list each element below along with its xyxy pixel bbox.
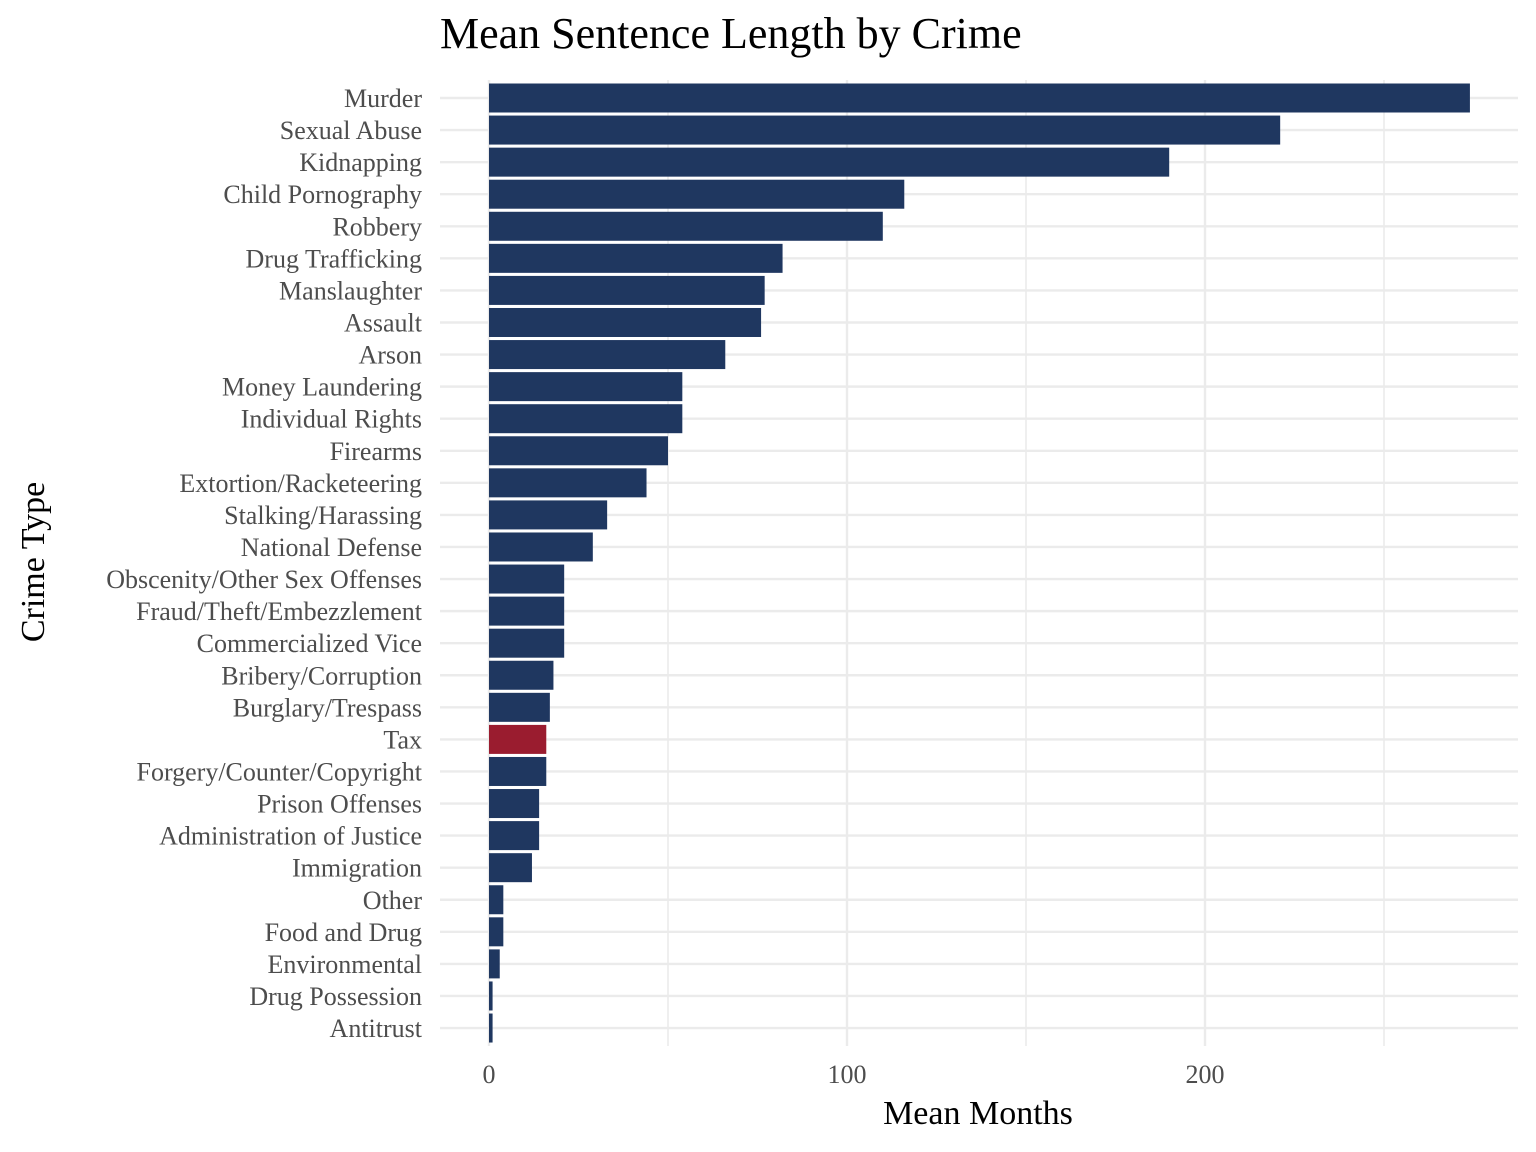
y-tick-label: Money Laundering xyxy=(222,373,422,402)
x-tick-label: 100 xyxy=(828,1060,867,1089)
bar xyxy=(489,243,783,273)
y-tick-label: Stalking/Harassing xyxy=(224,501,422,530)
y-tick-label: Individual Rights xyxy=(241,405,422,434)
bar xyxy=(489,532,593,562)
y-tick-labels: Murder Sexual Abuse Kidnapping Child Pornog… xyxy=(106,84,423,1043)
bar xyxy=(489,853,532,883)
bar xyxy=(489,83,1470,113)
bar xyxy=(489,404,683,434)
y-tick-label: Commercialized Vice xyxy=(197,629,422,658)
bar xyxy=(489,564,565,594)
bar xyxy=(489,372,683,402)
bar xyxy=(489,468,647,498)
y-axis-title: Crime Type xyxy=(15,482,52,642)
bar xyxy=(489,949,500,979)
y-tick-label: Manslaughter xyxy=(279,276,422,305)
bar xyxy=(489,756,547,786)
y-tick-label: Environmental xyxy=(267,950,422,979)
y-tick-label: Drug Trafficking xyxy=(246,244,422,273)
bar xyxy=(489,692,550,722)
y-tick-label: Tax xyxy=(383,725,422,754)
bar xyxy=(489,500,608,530)
bar xyxy=(489,596,565,626)
bar xyxy=(489,724,547,754)
bar xyxy=(489,436,668,466)
y-tick-label: Kidnapping xyxy=(299,148,422,177)
bar xyxy=(489,981,493,1011)
bar xyxy=(489,211,883,241)
y-tick-label: Firearms xyxy=(330,437,422,466)
y-tick-label: Forgery/Counter/Copyright xyxy=(136,757,422,786)
x-axis-title: Mean Months xyxy=(883,1095,1073,1132)
x-tick-label: 200 xyxy=(1186,1060,1225,1089)
bar xyxy=(489,340,726,370)
y-tick-label: Robbery xyxy=(332,212,422,241)
bar xyxy=(489,307,762,337)
y-tick-label: Obscenity/Other Sex Offenses xyxy=(106,565,422,594)
bar xyxy=(489,660,554,690)
y-tick-label: Food and Drug xyxy=(265,918,422,947)
y-tick-label: National Defense xyxy=(241,533,422,562)
y-tick-label: Immigration xyxy=(292,854,422,883)
bar xyxy=(489,789,540,819)
y-tick-label: Other xyxy=(363,886,423,915)
y-tick-label: Drug Possession xyxy=(249,982,422,1011)
y-tick-label: Prison Offenses xyxy=(257,790,422,819)
x-tick-label: 0 xyxy=(483,1060,496,1089)
bar xyxy=(489,885,504,915)
bar xyxy=(489,147,1170,177)
bar xyxy=(489,275,765,305)
bar xyxy=(489,628,565,658)
bar xyxy=(489,917,504,947)
y-tick-label: Child Pornography xyxy=(223,180,422,209)
y-tick-label: Assault xyxy=(344,308,423,337)
bar xyxy=(489,1013,493,1043)
chart-title: Mean Sentence Length by Crime xyxy=(440,9,1022,58)
y-tick-label: Antitrust xyxy=(330,1014,423,1043)
y-tick-label: Burglary/Trespass xyxy=(233,693,422,722)
y-tick-label: Bribery/Corruption xyxy=(221,661,422,690)
y-tick-label: Fraud/Theft/Embezzlement xyxy=(136,597,423,626)
bars xyxy=(489,83,1470,1043)
y-tick-label: Extortion/Racketeering xyxy=(179,469,422,498)
bar xyxy=(489,821,540,851)
y-tick-label: Administration of Justice xyxy=(159,822,422,851)
bar xyxy=(489,179,905,209)
x-tick-labels: 0 100 200 xyxy=(483,1060,1225,1089)
y-tick-label: Murder xyxy=(344,84,422,113)
y-tick-label: Sexual Abuse xyxy=(280,116,422,145)
y-tick-label: Arson xyxy=(358,341,422,370)
bar xyxy=(489,115,1281,145)
